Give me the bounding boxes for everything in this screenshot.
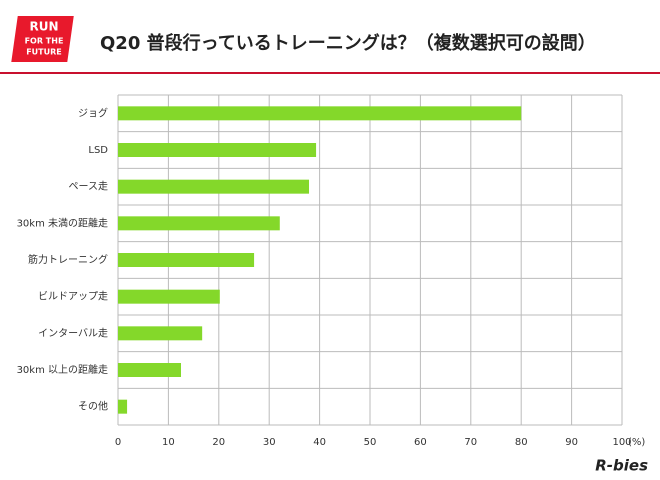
- bar: [118, 253, 255, 267]
- x-tick-label: 30: [263, 437, 276, 448]
- y-tick-label: インターバル走: [38, 327, 108, 339]
- y-tick-label: ジョグ: [78, 106, 108, 119]
- x-tick-label: 80: [515, 437, 528, 448]
- x-tick-label: 40: [313, 437, 326, 448]
- y-tick-label: ペース走: [69, 181, 109, 193]
- bar: [118, 216, 280, 231]
- x-tick-label: 60: [414, 437, 427, 448]
- y-tick-label: 30km 以上の距離走: [17, 363, 108, 376]
- x-tick-label: 90: [565, 437, 578, 448]
- y-tick-label: ビルドアップ走: [38, 291, 108, 303]
- brand: R-bies: [595, 457, 648, 475]
- x-tick-label: 20: [212, 437, 225, 448]
- x-tick-label: 50: [364, 437, 377, 448]
- logo-text: FOR THE: [25, 37, 64, 46]
- logo-box: [11, 16, 74, 62]
- x-tick-label: 0: [115, 437, 121, 448]
- bar: [118, 143, 317, 157]
- bar: [118, 289, 220, 304]
- bar: [118, 179, 310, 194]
- chart-title: Q20 普段行っているトレーニングは？（複数選択可の設問）: [100, 32, 596, 54]
- x-tick-label: 100: [612, 437, 631, 448]
- y-tick-label: その他: [78, 400, 108, 413]
- bar: [118, 399, 128, 414]
- y-tick-label: LSD: [88, 145, 108, 156]
- logo-text: FUTURE: [26, 48, 62, 57]
- y-tick-label: 筋力トレーニング: [28, 253, 108, 266]
- bar: [118, 326, 203, 341]
- y-tick-label: 30km 未満の距離走: [17, 216, 108, 229]
- bar: [118, 106, 522, 121]
- x-tick-label: 70: [464, 437, 477, 448]
- x-tick-label: 10: [162, 437, 175, 448]
- bar: [118, 363, 181, 377]
- logo-text: RUN: [29, 20, 58, 34]
- x-axis-unit: (%): [628, 437, 645, 448]
